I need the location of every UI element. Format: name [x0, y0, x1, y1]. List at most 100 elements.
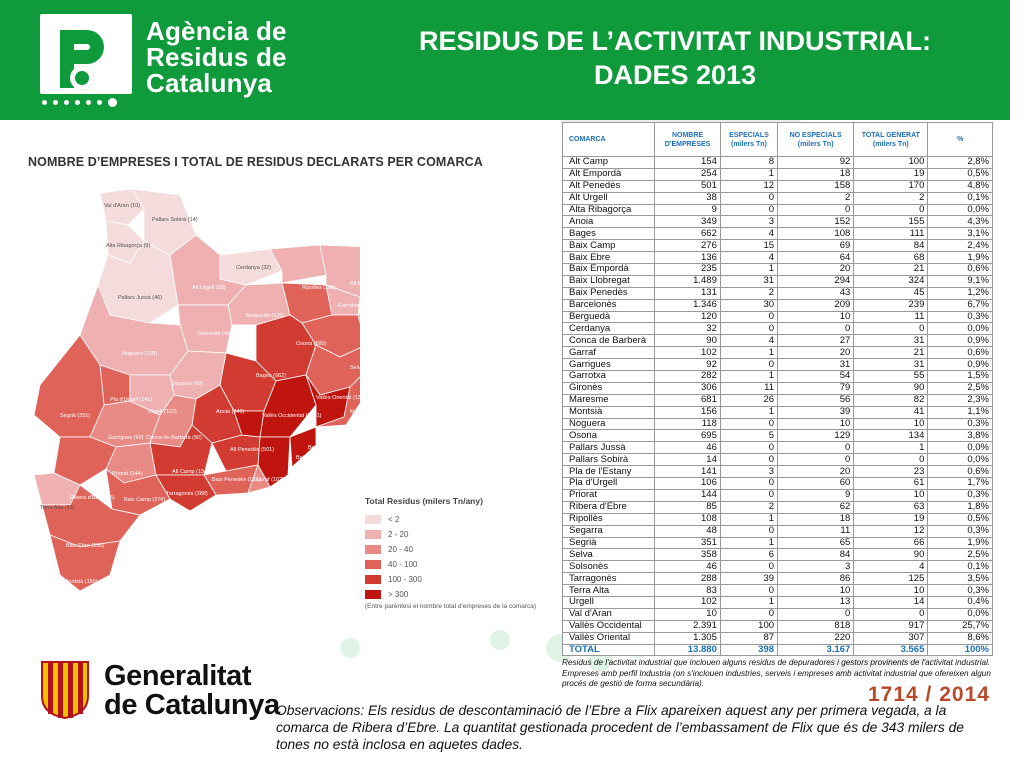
- table-row: Cerdanya 32 0 0 0 0,0%: [561, 322, 993, 336]
- value-cell: 102: [654, 595, 721, 609]
- table-header-row: COMARCA NOMBRE D'EMPRESES ESPECIALS (mil…: [561, 122, 993, 157]
- value-cell: 0,1%: [927, 191, 993, 205]
- comarca-cell: Berguedà: [561, 310, 656, 324]
- value-cell: 4,3%: [927, 215, 993, 229]
- map-label: Osona (695): [296, 341, 327, 347]
- value-cell: 20: [777, 465, 855, 479]
- value-cell: 4: [719, 227, 779, 241]
- map-label: Pallars Jussà (46): [118, 295, 163, 301]
- value-cell: 1: [719, 595, 779, 609]
- legend-item: 40 - 100: [365, 557, 483, 572]
- value-cell: 85: [654, 500, 721, 514]
- map-region-garraf: [247, 464, 271, 494]
- value-cell: 681: [654, 393, 721, 407]
- comarca-cell: Urgell: [561, 595, 656, 609]
- comarca-cell: Osona: [561, 429, 656, 443]
- tricentenary-logo: 1714 / 2014: [868, 683, 990, 706]
- value-cell: 0: [719, 584, 779, 597]
- table-row: Alt Camp 154 8 92 100 2,8%: [561, 156, 993, 169]
- value-cell: 818: [777, 619, 855, 633]
- value-cell: 20: [777, 346, 855, 360]
- legend-swatch: [365, 515, 381, 524]
- table-row: Pallars Jussà 46 0 0 1 0,0%: [561, 441, 993, 455]
- value-cell: 2,8%: [927, 156, 993, 169]
- comarca-cell: Selva: [561, 548, 656, 562]
- comarca-cell: Maresme: [561, 393, 656, 407]
- map-region-maresme: [315, 376, 360, 428]
- map-label: Alt Urgell (38): [192, 285, 226, 291]
- value-cell: 1: [719, 346, 779, 360]
- map-region-alt-emporda: [319, 244, 360, 298]
- value-cell: 10: [853, 488, 929, 502]
- value-cell: 15: [719, 239, 779, 253]
- value-cell: 0: [719, 560, 779, 574]
- value-cell: 0: [853, 607, 929, 621]
- value-cell: 1: [853, 441, 929, 455]
- value-cell: 84: [777, 548, 855, 562]
- value-cell: 4: [853, 560, 929, 574]
- value-cell: 26: [719, 393, 779, 407]
- value-cell: 11: [853, 310, 929, 324]
- map-label: Alt Penedès (501): [230, 447, 275, 453]
- value-cell: 21: [853, 346, 929, 360]
- value-cell: 45: [853, 286, 929, 300]
- value-cell: 0,5%: [927, 512, 993, 526]
- value-cell: 1: [719, 370, 779, 383]
- map-region-baix-llobregat: [233, 410, 291, 488]
- table-row: Conca de Barberà 90 4 27 31 0,9%: [561, 334, 993, 348]
- table-row: Pla de l'Estany 141 3 20 23 0,6%: [561, 465, 993, 479]
- table-note: Empreses amb perfil Industria (on s'incl…: [562, 669, 991, 688]
- value-cell: 30: [719, 298, 779, 312]
- table-row: Baix Penedès 131 2 43 45 1,2%: [561, 286, 993, 300]
- value-cell: 2,5%: [927, 381, 993, 395]
- value-cell: 288: [654, 572, 721, 586]
- value-cell: 1,5%: [927, 370, 993, 383]
- legend-swatch: [365, 575, 381, 584]
- value-cell: 65: [777, 536, 855, 550]
- map-label: Bages (662): [256, 373, 286, 379]
- value-cell: 2: [719, 500, 779, 514]
- value-cell: 3,1%: [927, 227, 993, 241]
- table-row: Solsonès 46 0 3 4 0,1%: [561, 560, 993, 574]
- table-row: Ripollès 108 1 18 19 0,5%: [561, 512, 993, 526]
- value-cell: 9: [777, 488, 855, 502]
- map-label: Ribera d'Ebre (85): [70, 495, 115, 501]
- value-cell: 209: [777, 298, 855, 312]
- comarca-cell: Pla d'Urgell: [561, 477, 656, 490]
- residus-table: COMARCA NOMBRE D'EMPRESES ESPECIALS (mil…: [561, 122, 993, 657]
- value-cell: 3: [719, 465, 779, 479]
- value-cell: 100: [853, 156, 929, 169]
- comarca-cell: Garrigues: [561, 358, 656, 372]
- table-row: Montsià 156 1 39 41 1,1%: [561, 405, 993, 419]
- value-cell: 141: [654, 465, 721, 479]
- comarca-cell: Baix Empordà: [561, 263, 656, 276]
- value-cell: 54: [777, 370, 855, 383]
- comarca-cell: Baix Llobregat: [561, 274, 656, 288]
- table-row: Bages 662 4 108 111 3,1%: [561, 227, 993, 241]
- value-cell: 4: [719, 334, 779, 348]
- value-cell: 2,3%: [927, 393, 993, 407]
- value-cell: 0: [777, 607, 855, 621]
- map-label: Baix Penedès (131): [212, 477, 261, 483]
- value-cell: 10: [777, 584, 855, 597]
- map-label: Berguedà (120): [246, 313, 285, 319]
- value-cell: 39: [719, 572, 779, 586]
- value-cell: 8,6%: [927, 631, 993, 645]
- value-cell: 662: [654, 227, 721, 241]
- value-cell: 62: [777, 500, 855, 514]
- value-cell: 695: [654, 429, 721, 443]
- value-cell: 48: [654, 524, 721, 538]
- map-label: Terra Alta (83): [40, 505, 75, 511]
- value-cell: 0: [719, 310, 779, 324]
- value-cell: 0,3%: [927, 524, 993, 538]
- comarca-cell: Terra Alta: [561, 584, 656, 597]
- value-cell: 92: [777, 156, 855, 169]
- table-row: Tarragonès 288 39 86 125 3,5%: [561, 572, 993, 586]
- value-cell: 1: [719, 263, 779, 276]
- value-cell: 134: [853, 429, 929, 443]
- map-label: Barcelonès (1346): [308, 445, 353, 451]
- map-label: Garrigues (92): [108, 435, 144, 441]
- value-cell: 9: [654, 203, 721, 217]
- value-cell: 0,0%: [927, 453, 993, 467]
- legend-label: 2 - 20: [388, 530, 409, 539]
